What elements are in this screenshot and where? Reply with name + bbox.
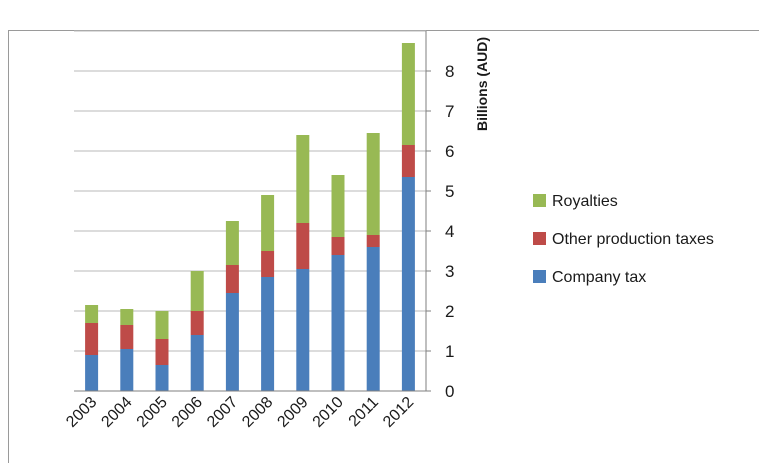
x-tick-label: 2011 [346,394,382,430]
y-axis: 0 1 2 3 4 5 6 7 8 [74,31,454,401]
bars [85,43,415,391]
y-tick-label: 0 [445,382,454,401]
y-tick-label: 1 [445,342,454,361]
bar-segment [190,271,204,311]
bar-segment [155,339,169,365]
bar-segment [331,255,345,391]
bar-segment [85,355,99,391]
legend-swatch [533,194,546,207]
bar-segment [190,335,204,391]
bar-segment [261,277,275,391]
bar-segment [401,145,415,177]
y-axis-title: Billions (AUD) [474,37,490,131]
x-tick-label: 2007 [204,394,241,431]
bar-segment [120,349,134,391]
y-tick-label: 6 [445,142,454,161]
bar-segment [296,135,310,223]
bar-segment [366,235,380,247]
bar-segment [155,365,169,391]
legend-label: Other production taxes [552,231,714,248]
bar-segment [120,325,134,349]
x-tick-label: 2006 [169,394,206,431]
y-tick-label: 4 [445,222,454,241]
bar-segment [401,43,415,145]
bar-segment [155,311,169,339]
legend-label: Company tax [552,269,646,286]
bar-segment [225,265,239,293]
bar-segment [331,175,345,237]
bar-segment [296,223,310,269]
bar-segment [261,251,275,277]
bar-segment [120,309,134,325]
legend-label: Royalties [552,193,618,210]
bar-segment [261,195,275,251]
bar-segment [85,323,99,355]
x-tick-label: 2005 [134,394,171,431]
legend: Royalties Other production taxes Company t… [533,193,714,286]
y-tick-label: 3 [445,262,454,281]
bar-segment [331,237,345,255]
bar-segment [190,311,204,335]
x-tick-label: 2010 [310,394,347,431]
x-tick-label: 2003 [63,394,100,431]
bar-segment [85,305,99,323]
y-tick-label: 8 [445,62,454,81]
y-tick-label: 5 [445,182,454,201]
y-tick-label: 7 [445,102,454,121]
bar-segment [296,269,310,391]
x-tick-label: 2009 [274,394,311,431]
bar-segment [225,293,239,391]
legend-swatch [533,232,546,245]
bar-segment [366,247,380,391]
bar-segment [366,133,380,235]
legend-swatch [533,270,546,283]
x-tick-label: 2012 [380,394,417,431]
x-tick-label: 2008 [239,394,276,431]
x-tick-label: 2004 [98,394,135,431]
bar-segment [225,221,239,265]
bar-segment [401,177,415,391]
y-tick-label: 2 [445,302,454,321]
